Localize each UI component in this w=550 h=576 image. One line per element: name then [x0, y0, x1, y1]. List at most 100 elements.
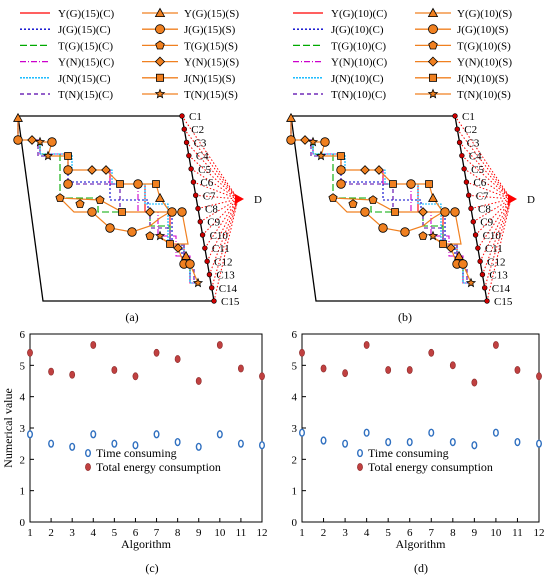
- route-line-5: [290, 116, 473, 284]
- y-tick-label: 3: [292, 423, 298, 435]
- y-tick-label: 2: [292, 454, 298, 466]
- energy-point: [27, 348, 33, 357]
- y-tick-label: 4: [292, 392, 298, 404]
- route-marker-square: [166, 240, 174, 248]
- route-marker-circle: [185, 259, 195, 269]
- customer-node: [468, 205, 474, 212]
- energy-point: [195, 377, 202, 385]
- route-marker-pentagon: [145, 231, 155, 240]
- x-tick-label: 10: [490, 527, 502, 539]
- node-depot-link: [183, 128, 239, 200]
- energy-point: [238, 364, 244, 373]
- caption-d: (d): [414, 561, 428, 575]
- energy-point: [471, 378, 478, 387]
- route-marker-diamond: [101, 165, 111, 175]
- route-panel-a: Y(G)(15)(C) Y(G)(15)(S) J(G)(15)(C) J(G)(15…: [13, 7, 262, 308]
- legend-marker-pentagon: [428, 40, 438, 50]
- legend-marker-square: [428, 73, 437, 82]
- route-marker-star: [42, 150, 54, 161]
- time-point: [406, 438, 413, 447]
- route-marker-circle: [105, 223, 115, 233]
- node-label: C4: [469, 151, 482, 163]
- customer-node: [190, 179, 197, 185]
- depot-label: D: [254, 194, 262, 206]
- depot-label: D: [527, 194, 535, 206]
- route-marker-diamond: [418, 207, 428, 217]
- route-marker-circle: [400, 227, 410, 237]
- customer-node: [209, 285, 215, 291]
- legend-label-time: Time consuming: [368, 446, 449, 460]
- route-marker-diamond: [446, 243, 456, 253]
- time-point: [299, 428, 306, 437]
- customer-node: [470, 219, 476, 225]
- node-depot-link: [454, 115, 512, 200]
- route-marker-circle: [440, 207, 450, 217]
- x-tick-label: 4: [364, 527, 370, 539]
- node-depot-link: [200, 198, 239, 223]
- route-marker-star: [192, 277, 204, 288]
- node-depot-link: [463, 168, 512, 200]
- time-point: [69, 442, 76, 451]
- node-label: C10: [210, 230, 229, 242]
- legend-marker-energy: [357, 463, 363, 471]
- node-label: C13: [489, 270, 508, 282]
- route-marker-circle: [458, 259, 468, 269]
- route-marker-diamond: [300, 135, 310, 145]
- time-point: [174, 438, 181, 447]
- node-label: C11: [212, 243, 230, 255]
- route-marker-triangle: [454, 250, 464, 260]
- legend-label-right: J(N)(10)(S): [457, 73, 509, 85]
- route-marker-pentagon: [328, 193, 338, 202]
- node-depot-link: [190, 168, 239, 200]
- node-depot-link: [468, 194, 512, 200]
- x-tick-label: 1: [27, 527, 33, 539]
- y-tick-label: 0: [292, 517, 298, 529]
- energy-point: [153, 348, 160, 357]
- legend-marker-square: [155, 73, 164, 82]
- legend-label-right: T(G)(15)(S): [184, 40, 238, 52]
- legend-label-right: Y(N)(15)(S): [184, 57, 239, 69]
- route-line-3: [290, 116, 473, 284]
- energy-point: [174, 355, 181, 363]
- x-tick-label: 5: [112, 527, 118, 539]
- x-tick-label: 4: [91, 527, 97, 539]
- node-depot-link: [456, 128, 512, 200]
- customer-node: [479, 271, 486, 278]
- legend-label-left: J(G)(15)(C): [58, 24, 111, 36]
- node-label: C7: [203, 190, 216, 202]
- route-marker-triangle: [181, 250, 191, 260]
- route-marker-diamond: [87, 165, 97, 175]
- node-label: C15: [221, 296, 240, 308]
- node-label: C6: [473, 177, 486, 189]
- node-depot-link: [206, 198, 239, 262]
- legend-label-right: Y(N)(10)(S): [457, 57, 512, 69]
- route-marker-square: [152, 180, 160, 188]
- x-tick-label: 3: [342, 527, 348, 539]
- y-tick-label: 1: [20, 486, 26, 498]
- route-marker-star: [465, 277, 477, 288]
- node-label: C4: [196, 151, 209, 163]
- route-marker-triangle: [155, 192, 165, 202]
- route-marker-circle: [63, 165, 73, 175]
- route-marker-circle: [127, 227, 137, 237]
- node-depot-link: [202, 198, 239, 236]
- customer-node: [181, 126, 187, 132]
- customer-node: [484, 298, 490, 304]
- route-marker-pentagon: [348, 199, 358, 208]
- route-marker-square: [116, 180, 124, 188]
- x-tick-label: 3: [69, 527, 75, 539]
- route-marker-star: [315, 150, 327, 161]
- x-tick-label: 1: [299, 527, 305, 539]
- route-marker-star: [34, 136, 46, 147]
- route-marker-star: [307, 136, 319, 147]
- customer-node: [463, 179, 470, 185]
- route-line-1: [290, 116, 473, 284]
- node-label: C14: [492, 283, 511, 295]
- route-marker-circle: [13, 135, 23, 145]
- legend-label-left: J(N)(15)(C): [58, 73, 111, 85]
- customer-node: [179, 113, 185, 119]
- route-marker-diamond: [27, 135, 37, 145]
- energy-point: [493, 341, 499, 349]
- customer-node: [472, 232, 479, 238]
- route-marker-circle: [406, 179, 416, 189]
